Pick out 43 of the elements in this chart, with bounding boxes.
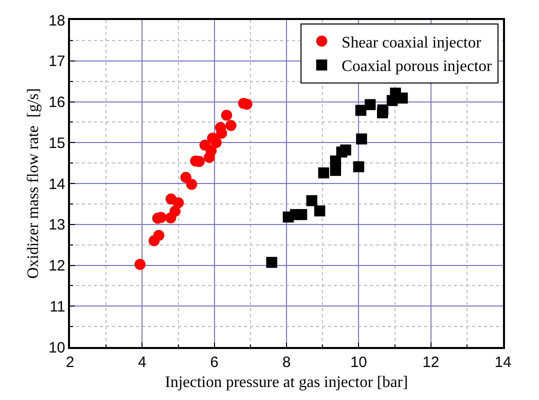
x-tick-label: 8 <box>282 354 291 371</box>
point <box>314 205 326 216</box>
point <box>364 99 376 110</box>
point <box>210 137 222 148</box>
point <box>356 133 368 144</box>
point <box>225 120 236 131</box>
y-tick-label: 13 <box>48 216 66 234</box>
legend-label: Coaxial porous injector <box>342 58 493 76</box>
x-tick-label: 10 <box>350 354 368 371</box>
point <box>170 206 180 217</box>
point <box>340 144 352 156</box>
point <box>186 178 198 190</box>
x-tick-label: 6 <box>210 354 218 371</box>
y-tick-label: 11 <box>50 298 66 316</box>
y-tick-label: 17 <box>48 53 66 70</box>
point <box>266 256 278 268</box>
x-tick-label: 14 <box>494 354 512 371</box>
y-tick-label: 16 <box>48 94 66 111</box>
y-tick-label: 10 <box>48 339 66 356</box>
y-axis-title: Oxidizer mass flow rate [g/s] <box>24 88 42 279</box>
x-axis-title: Injection pressure at gas injector [bar] <box>164 374 408 391</box>
point <box>221 110 232 121</box>
point <box>172 197 184 208</box>
point <box>206 145 217 156</box>
x-tick-label: 2 <box>66 354 74 371</box>
point <box>306 195 318 206</box>
point <box>330 156 342 167</box>
point <box>296 209 308 220</box>
x-tick-label: 4 <box>138 354 146 371</box>
point <box>396 92 408 104</box>
point <box>153 230 164 241</box>
point <box>377 104 388 116</box>
legend-label: Shear coaxial injector <box>342 34 482 52</box>
x-tick-label: 12 <box>422 354 440 371</box>
y-tick-label: 18 <box>48 12 66 30</box>
y-tick-label: 12 <box>48 258 66 274</box>
point <box>355 104 366 116</box>
point <box>214 122 226 133</box>
y-tick-label: 14 <box>48 176 66 193</box>
point <box>134 258 146 270</box>
point <box>318 167 330 178</box>
point <box>353 161 364 172</box>
y-tick-label: 15 <box>48 134 66 152</box>
